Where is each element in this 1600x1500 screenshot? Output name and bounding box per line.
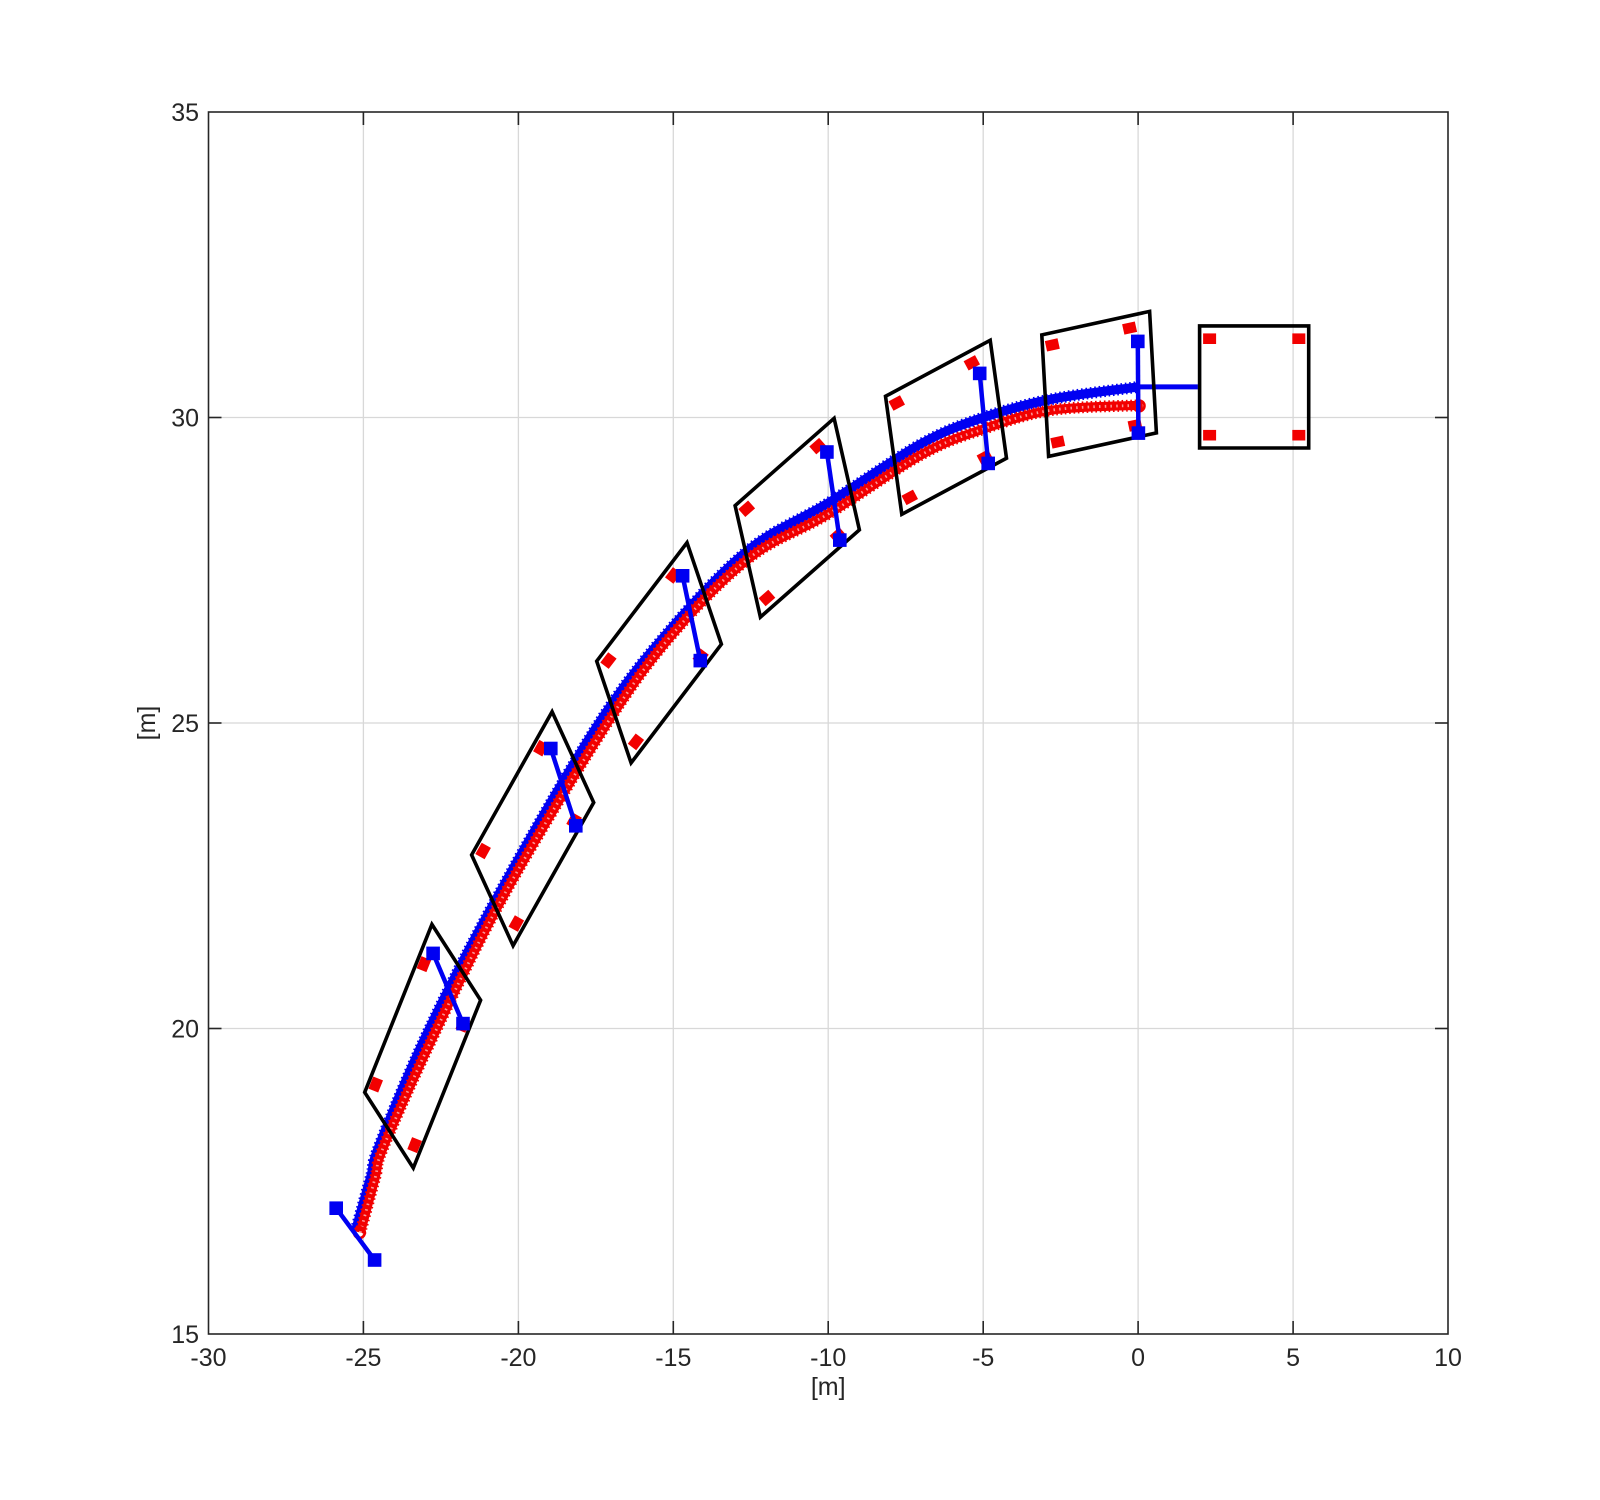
svg-text:[m]: [m] (133, 706, 161, 741)
svg-text:20: 20 (171, 1016, 199, 1044)
svg-text:0: 0 (1131, 1344, 1145, 1372)
svg-text:30: 30 (171, 405, 199, 433)
svg-text:-15: -15 (655, 1344, 691, 1372)
svg-text:-10: -10 (810, 1344, 846, 1372)
svg-text:25: 25 (171, 710, 199, 738)
svg-text:15: 15 (171, 1321, 199, 1349)
svg-text:-5: -5 (972, 1344, 994, 1372)
svg-text:[m]: [m] (811, 1373, 846, 1401)
svg-text:-30: -30 (190, 1344, 226, 1372)
svg-text:-25: -25 (345, 1344, 381, 1372)
svg-text:-20: -20 (500, 1344, 536, 1372)
svg-text:10: 10 (1434, 1344, 1462, 1372)
svg-text:35: 35 (171, 99, 199, 127)
svg-text:5: 5 (1286, 1344, 1300, 1372)
